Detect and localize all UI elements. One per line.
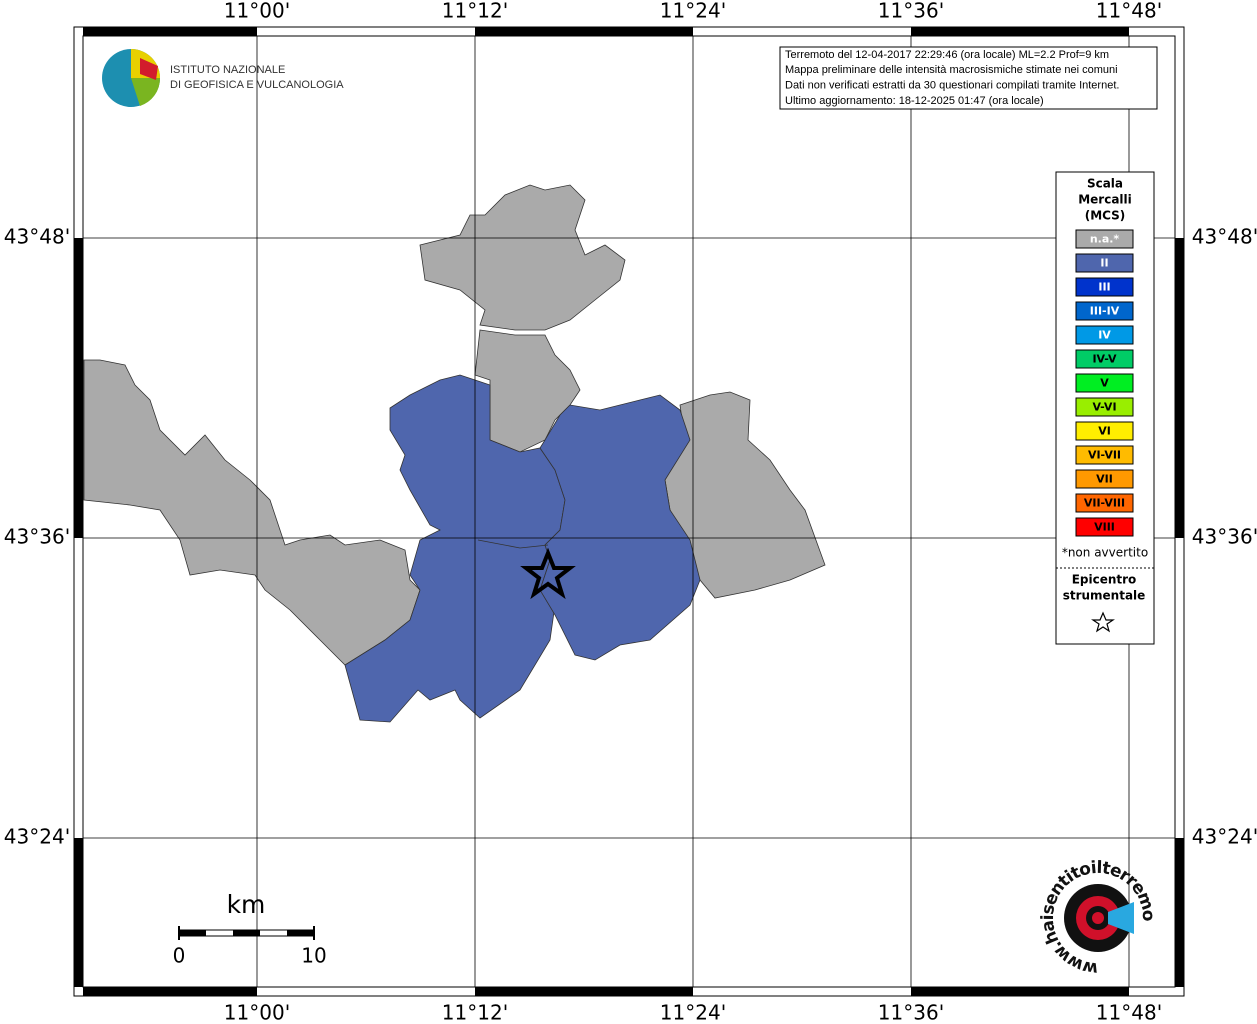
legend-title: Mercalli [1078, 193, 1132, 207]
legend-swatch [1075, 301, 1134, 321]
frame-bars [74, 27, 1184, 996]
legend-label: IV-V [1092, 353, 1117, 366]
legend-swatch [1075, 349, 1134, 369]
lon-label-bottom: 11°36' [878, 1001, 944, 1024]
frame-bar [1175, 238, 1184, 538]
lat-label-right: 43°24' [1192, 825, 1257, 849]
frame-bar [74, 838, 83, 987]
border [477, 539, 549, 549]
scale-segment [233, 930, 260, 936]
municipality [83, 359, 421, 666]
legend-swatch [1075, 421, 1134, 441]
municipalities [83, 184, 826, 723]
site-logo-horn [1108, 902, 1134, 934]
graticule: 11°00' 11°00' 11°12' 11°12' 11°24' 11°24' 11°3… [4, 0, 1257, 1024]
site-logo-target [1092, 912, 1104, 924]
legend: ScalaMercalli(MCS)n.a.*IIIIIIII-IVIVIV-V… [1062, 177, 1148, 603]
lat-label-right: 43°36' [1192, 525, 1257, 549]
legend-epicenter: Epicentro [1072, 573, 1137, 587]
legend-swatch [1075, 397, 1134, 417]
lat-label-left: 43°48' [4, 225, 70, 249]
legend-swatch [1075, 253, 1134, 273]
lon-label-bottom: 11°48' [1096, 1001, 1162, 1024]
lon-label-bottom: 11°24' [660, 1001, 726, 1024]
lon-label-top: 11°24' [660, 0, 726, 23]
lon-label-top: 11°48' [1096, 0, 1162, 23]
legend-swatch [1075, 277, 1134, 297]
legend-swatch [1075, 229, 1134, 249]
legend-label: VI [1098, 425, 1111, 438]
frame-bar [74, 238, 83, 538]
frame-bar [475, 27, 693, 36]
frame-bar [83, 27, 257, 36]
legend-label: III-IV [1090, 305, 1120, 318]
legend-swatch [1075, 517, 1134, 537]
scale-bar: km 0 10 [173, 890, 327, 968]
info-line: Mappa preliminare delle intensità macros… [785, 64, 1118, 76]
lon-label-bottom: 11°12' [442, 1001, 508, 1024]
legend-label: III [1098, 281, 1110, 294]
logo-segment [140, 58, 158, 80]
municipality [419, 184, 626, 331]
lat-label-right: 43°48' [1192, 225, 1257, 249]
scale-segment [179, 930, 206, 936]
logo-text: ISTITUTO NAZIONALE [170, 64, 285, 76]
legend-label: VII [1096, 473, 1113, 486]
legend-label: IV [1098, 329, 1111, 342]
lat-label-left: 43°24' [4, 825, 70, 849]
legend-label: VI-VII [1088, 449, 1121, 462]
epicenter-star [520, 547, 576, 600]
legend-title: (MCS) [1085, 209, 1126, 223]
legend-label: VII-VIII [1084, 497, 1125, 510]
lon-label-top: 11°12' [442, 0, 508, 23]
municipality [539, 394, 701, 661]
municipality [344, 374, 566, 723]
legend-label: n.a.* [1090, 233, 1120, 246]
info-line: Ultimo aggiornamento: 18-12-2025 01:47 (… [785, 95, 1044, 107]
legend-swatch [1075, 445, 1134, 465]
legend-swatch [1075, 493, 1134, 513]
scale-unit: km [227, 890, 266, 919]
info-line: Terremoto del 12-04-2017 22:29:46 (ora l… [785, 49, 1109, 61]
scale-label: 0 [173, 944, 186, 968]
legend-swatch [1075, 325, 1134, 345]
scale-segment [287, 930, 314, 936]
lat-label-left: 43°36' [4, 525, 70, 549]
legend-star [1091, 611, 1115, 633]
info: Terremoto del 12-04-2017 22:29:46 (ora l… [785, 49, 1119, 107]
frame-bar [83, 987, 257, 996]
ingv-logo: ISTITUTO NAZIONALE DI GEOFISICA E VULCAN… [102, 49, 344, 107]
frame-bar [911, 987, 1129, 996]
legend-title: Scala [1087, 177, 1123, 191]
legend-label: V-VI [1092, 401, 1116, 414]
frame-bar [475, 987, 693, 996]
legend-label: II [1100, 257, 1108, 270]
lon-label-bottom: 11°00' [224, 1001, 290, 1024]
frame-bar [911, 27, 1129, 36]
logo-segment [131, 78, 161, 106]
legend-swatch [1075, 373, 1134, 393]
logo-text: DI GEOFISICA E VULCANOLOGIA [170, 79, 344, 91]
legend-label: VIII [1094, 521, 1115, 534]
info-line: Dati non verificati estratti da 30 quest… [785, 80, 1119, 92]
legend-label: V [1100, 377, 1109, 390]
legend-swatch [1075, 469, 1134, 489]
frame-bar [1175, 838, 1184, 987]
legend-note: *non avvertito [1062, 546, 1148, 560]
scale-label: 10 [301, 944, 326, 968]
info-box [779, 46, 1158, 110]
legend-epicenter: strumentale [1063, 589, 1146, 603]
lon-label-top: 11°36' [878, 0, 944, 23]
lon-label-top: 11°00' [224, 0, 290, 23]
